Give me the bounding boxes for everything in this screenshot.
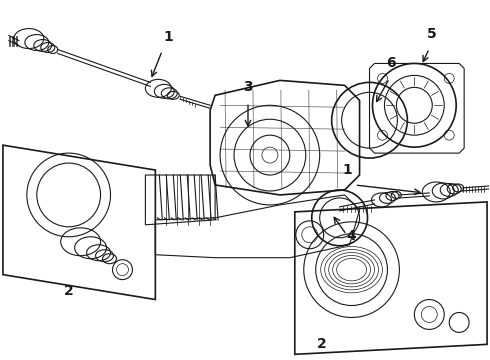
Text: 2: 2 bbox=[317, 337, 326, 351]
Text: 3: 3 bbox=[243, 80, 253, 94]
Text: 1: 1 bbox=[343, 163, 352, 177]
Text: 1: 1 bbox=[164, 30, 173, 44]
Text: 4: 4 bbox=[347, 229, 356, 243]
Text: 5: 5 bbox=[426, 27, 436, 41]
Text: 6: 6 bbox=[387, 57, 396, 71]
Text: 2: 2 bbox=[64, 284, 74, 298]
